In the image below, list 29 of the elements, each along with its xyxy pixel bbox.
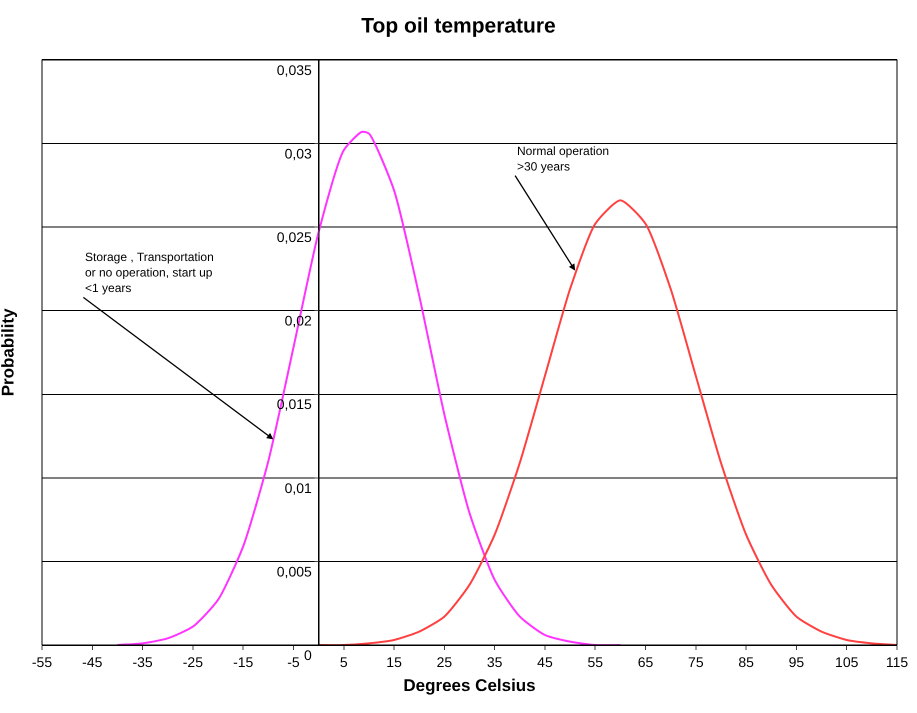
x-tick-label: -35 bbox=[132, 654, 153, 670]
y-axis-title: Probability bbox=[0, 308, 18, 396]
x-tick-label: 75 bbox=[688, 654, 704, 670]
x-tick-label: -5 bbox=[287, 654, 300, 670]
y-tick-label: 0,025 bbox=[276, 229, 312, 246]
x-tick-label: 15 bbox=[386, 654, 402, 670]
x-tick-label: 95 bbox=[788, 654, 804, 670]
x-tick-label: 5 bbox=[340, 654, 348, 670]
y-tick-label: 0,03 bbox=[284, 145, 312, 162]
x-tick-label: -25 bbox=[182, 654, 204, 670]
chart-title: Top oil temperature bbox=[361, 14, 556, 38]
x-tick-label: -45 bbox=[82, 654, 103, 670]
y-tick-label: 0,01 bbox=[284, 480, 312, 496]
x-axis-title: Degrees Celsius bbox=[403, 676, 536, 696]
x-tick-label: 85 bbox=[738, 654, 754, 670]
annotation: Normal operation >30 years bbox=[517, 144, 610, 174]
y-tick-label: 0,035 bbox=[276, 62, 312, 78]
x-tick-label: 105 bbox=[835, 654, 859, 670]
x-tick-label: 115 bbox=[886, 654, 908, 670]
x-tick-label: -55 bbox=[32, 654, 52, 670]
x-tick-label: 35 bbox=[486, 654, 503, 670]
x-tick-label: 55 bbox=[587, 654, 604, 670]
y-tick-label: 0 bbox=[304, 646, 312, 663]
annotation: Storage , Transportation or no operation, start up <1 years bbox=[85, 250, 214, 296]
x-tick-label: -15 bbox=[233, 654, 254, 670]
x-tick-label: 65 bbox=[638, 654, 654, 670]
x-tick-label: 45 bbox=[537, 654, 553, 670]
y-tick-label: 0,005 bbox=[276, 563, 312, 580]
x-tick-label: 25 bbox=[436, 654, 452, 670]
